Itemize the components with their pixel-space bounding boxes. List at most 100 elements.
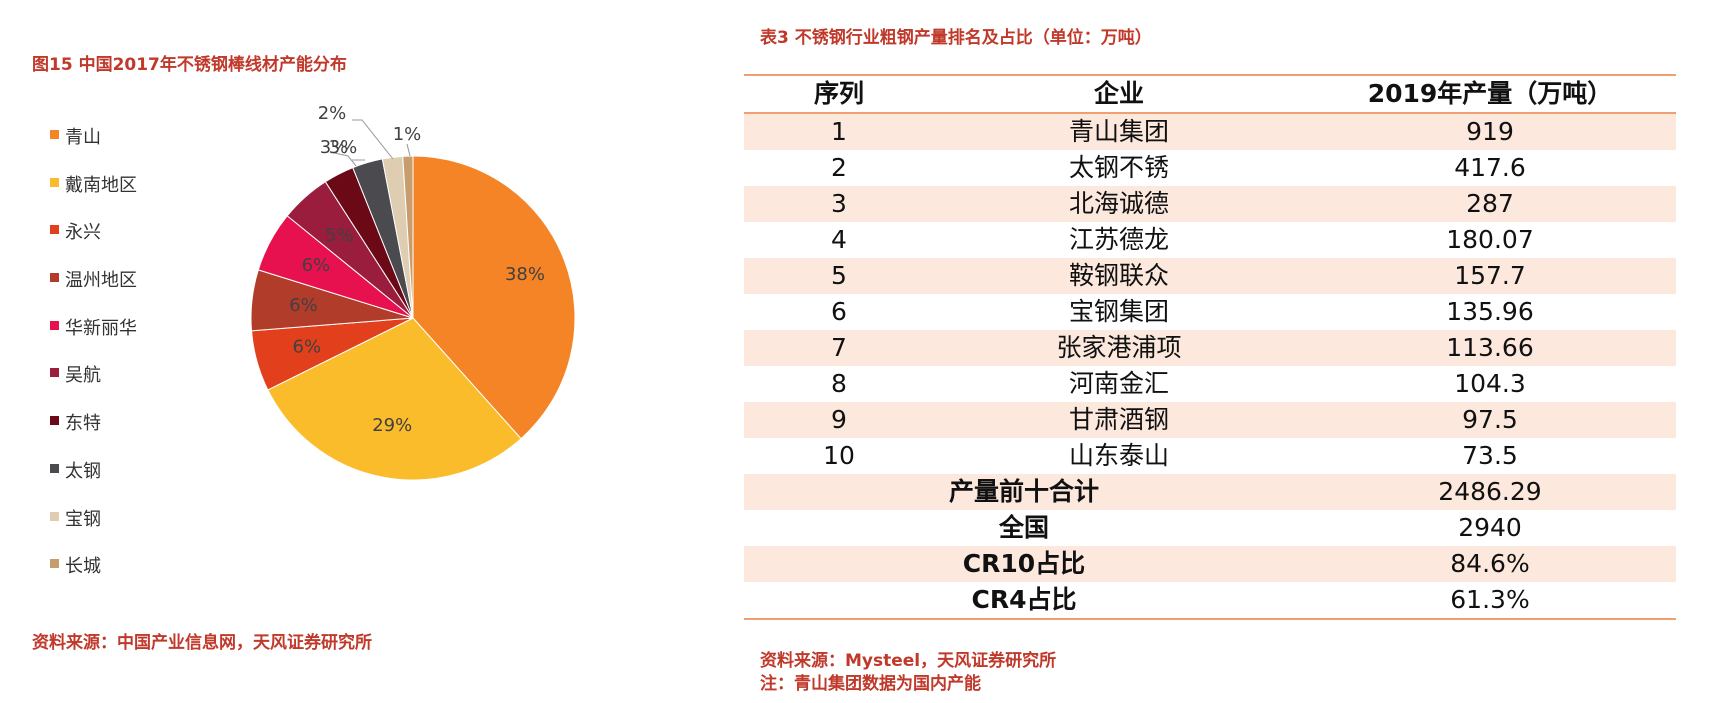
legend-item: 青山 <box>50 123 137 171</box>
output-cell: 104.3 <box>1454 369 1526 398</box>
legend-item: 长城 <box>50 552 137 600</box>
output-cell: 287 <box>1466 189 1514 218</box>
summary-label: CR4占比 <box>971 585 1077 614</box>
legend-label: 宝钢 <box>65 508 101 530</box>
summary-row: CR10占比 84.6% <box>744 546 1676 582</box>
legend-label: 戴南地区 <box>65 174 137 196</box>
legend-swatch <box>50 320 59 330</box>
slice-label: 6% <box>293 336 322 357</box>
table-source: 资料来源：Mysteel，天风证券研究所 注：青山集团数据为国内产能 <box>760 650 1056 696</box>
summary-row: CR4占比 61.3% <box>744 582 1676 618</box>
slice-label: 38% <box>505 264 545 285</box>
rank-cell: 2 <box>831 153 847 182</box>
legend-item: 东特 <box>50 409 137 457</box>
table-row: 8 河南金汇 104.3 <box>744 366 1676 402</box>
rank-cell: 10 <box>823 441 855 470</box>
table-row: 1 青山集团 919 <box>744 113 1676 150</box>
summary-label: 全国 <box>998 513 1049 542</box>
company-cell: 山东泰山 <box>1068 441 1169 470</box>
legend-swatch <box>50 273 59 283</box>
production-table: 序列 企业 2019年产量（万吨） 1 青山集团 919 2 太钢不锈 417.6 3 北海诚… <box>744 74 1676 620</box>
output-cell: 113.66 <box>1446 333 1534 362</box>
company-cell: 河南金汇 <box>1068 369 1169 398</box>
legend-item: 吴航 <box>50 361 137 409</box>
rank-cell: 1 <box>831 117 847 146</box>
company-cell: 甘肃酒钢 <box>1068 405 1169 434</box>
output-cell: 157.7 <box>1454 261 1526 290</box>
table-note: 注：青山集团数据为国内产能 <box>760 674 981 694</box>
leader-line <box>406 143 411 157</box>
company-cell: 青山集团 <box>1068 117 1169 146</box>
rank-cell: 9 <box>831 405 847 434</box>
legend-swatch <box>50 368 59 378</box>
summary-row: 全国 2940 <box>744 510 1676 546</box>
legend-item: 温州地区 <box>50 266 137 314</box>
summary-label: 产量前十合计 <box>948 477 1099 506</box>
company-cell: 北海诚德 <box>1068 189 1169 218</box>
legend-label: 吴航 <box>65 365 101 387</box>
table-row: 6 宝钢集团 135.96 <box>744 294 1676 330</box>
pie-chart: 38% 29% 6% 6% 6% 5% 3%3% 2% 1% <box>250 103 576 481</box>
chart-source: 资料来源：中国产业信息网，天风证券研究所 <box>32 633 372 653</box>
legend-label: 华新丽华 <box>65 317 137 339</box>
legend-label: 永兴 <box>65 222 101 244</box>
summary-label: CR10占比 <box>962 549 1086 578</box>
pie-slice <box>402 155 414 319</box>
legend-swatch <box>50 511 59 521</box>
legend-swatch <box>50 225 59 235</box>
pie-slice <box>267 317 522 481</box>
chart-title: 图15 中国2017年不锈钢棒线材产能分布 <box>32 55 347 75</box>
legend-item: 戴南地区 <box>50 171 137 219</box>
pie-legend: 青山戴南地区永兴温州地区华新丽华吴航东特太钢宝钢长城 <box>50 123 137 600</box>
slice-label: 6% <box>289 295 318 316</box>
legend-item: 太钢 <box>50 457 137 505</box>
rank-cell: 5 <box>831 261 847 290</box>
summary-value: 2940 <box>1458 513 1522 542</box>
output-cell: 97.5 <box>1462 405 1518 434</box>
legend-label: 太钢 <box>65 460 101 482</box>
leader-line <box>352 119 394 160</box>
legend-label: 东特 <box>65 413 101 435</box>
summary-value: 61.3% <box>1450 585 1530 614</box>
output-cell: 919 <box>1466 117 1514 146</box>
legend-item: 宝钢 <box>50 505 137 553</box>
slice-label: 29% <box>372 415 412 436</box>
legend-swatch <box>50 130 59 139</box>
company-cell: 鞍钢联众 <box>1068 261 1169 290</box>
legend-item: 永兴 <box>50 218 137 266</box>
table-row: 5 鞍钢联众 157.7 <box>744 258 1676 294</box>
slice-label: 6% <box>302 255 331 276</box>
legend-item: 华新丽华 <box>50 314 137 362</box>
table-row: 7 张家港浦项 113.66 <box>744 330 1676 366</box>
company-cell: 宝钢集团 <box>1068 297 1169 326</box>
table-row: 9 甘肃酒钢 97.5 <box>744 402 1676 438</box>
rank-cell: 3 <box>831 189 847 218</box>
summary-value: 2486.29 <box>1438 477 1542 506</box>
table-row: 3 北海诚德 287 <box>744 186 1676 222</box>
table-source-text: 资料来源：Mysteel，天风证券研究所 <box>760 651 1057 671</box>
table-row: 10 山东泰山 73.5 <box>744 438 1676 474</box>
company-cell: 张家港浦项 <box>1056 333 1182 362</box>
table-title: 表3 不锈钢行业粗钢产量排名及占比（单位：万吨） <box>760 28 1152 48</box>
slice-label: 3% <box>320 137 349 158</box>
output-cell: 180.07 <box>1446 225 1534 254</box>
header-rank: 序列 <box>744 76 934 114</box>
company-cell: 太钢不锈 <box>1068 153 1169 182</box>
company-cell: 江苏德龙 <box>1068 225 1169 254</box>
slice-label: 2% <box>318 103 347 124</box>
rank-cell: 8 <box>831 369 847 398</box>
summary-row: 产量前十合计 2486.29 <box>744 474 1676 510</box>
summary-value: 84.6% <box>1450 549 1530 578</box>
pie-slice <box>412 155 576 440</box>
header-output: 2019年产量（万吨） <box>1304 76 1676 114</box>
output-cell: 417.6 <box>1454 153 1526 182</box>
table-row: 2 太钢不锈 417.6 <box>744 150 1676 186</box>
rank-cell: 6 <box>831 297 847 326</box>
rank-cell: 7 <box>831 333 847 362</box>
table-header-row: 序列 企业 2019年产量（万吨） <box>744 76 1676 114</box>
slice-label: 3% <box>329 137 358 158</box>
legend-swatch <box>50 177 59 187</box>
legend-label: 长城 <box>65 556 101 578</box>
output-cell: 73.5 <box>1462 441 1518 470</box>
rank-cell: 4 <box>831 225 847 254</box>
